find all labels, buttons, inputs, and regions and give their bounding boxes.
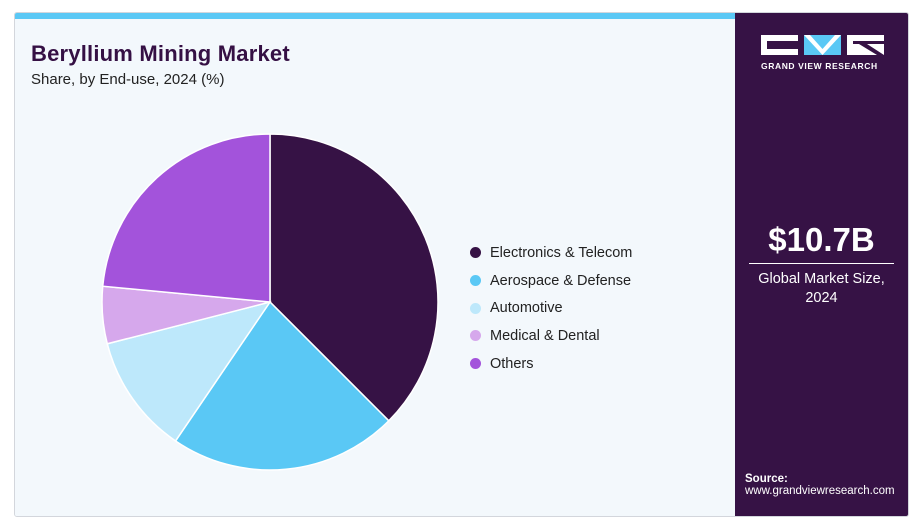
pie-slice-electronics-telecom	[269, 133, 439, 422]
legend-label: Aerospace & Defense	[490, 272, 632, 289]
pie-slice-aerospace-defense	[174, 300, 390, 471]
legend-item: Aerospace & Defense	[470, 267, 632, 295]
source-title: Source:	[745, 473, 788, 485]
brand-logo: GRAND VIEW RESEARCH	[761, 35, 885, 71]
legend-swatch	[470, 302, 481, 314]
chart-card: Beryllium Mining Market Share, by End-us…	[14, 12, 909, 517]
source-url: www.grandviewresearch.com	[745, 485, 895, 497]
legend-swatch	[470, 330, 481, 342]
chart-subtitle: Share, by End-use, 2024 (%)	[31, 71, 225, 88]
logo-v-mark-icon	[804, 35, 841, 55]
legend-item: Electronics & Telecom	[470, 239, 632, 267]
legend-swatch	[470, 275, 481, 287]
legend-label: Others	[490, 355, 534, 372]
logo-g-mark-icon	[761, 35, 798, 55]
accent-bar	[15, 13, 735, 19]
logo-r-mark-icon	[847, 35, 884, 55]
legend-label: Electronics & Telecom	[490, 244, 633, 261]
legend-item: Medical & Dental	[470, 322, 632, 350]
pie-slice-others	[101, 133, 271, 303]
legend-swatch	[470, 358, 481, 370]
legend: Electronics & Telecom Aerospace & Defense…	[470, 239, 632, 377]
stat-divider	[749, 263, 894, 264]
legend-label: Automotive	[490, 300, 563, 317]
market-size-label: Global Market Size, 2024	[758, 271, 885, 306]
market-size-value: $10.7B	[768, 221, 875, 258]
pie-chart	[101, 133, 439, 471]
legend-label: Medical & Dental	[490, 327, 600, 344]
logo-text: GRAND VIEW RESEARCH	[761, 61, 878, 71]
sidebar-panel: GRAND VIEW RESEARCH $10.7B Global Market…	[735, 13, 908, 516]
pie-slice-automotive	[106, 300, 272, 442]
legend-item: Others	[470, 350, 632, 378]
legend-swatch	[470, 247, 481, 259]
chart-title: Beryllium Mining Market	[31, 41, 290, 66]
legend-item: Automotive	[470, 294, 632, 322]
source-note: Source: www.grandviewresearch.com	[745, 473, 895, 497]
chart-panel: Beryllium Mining Market Share, by End-us…	[15, 19, 735, 516]
